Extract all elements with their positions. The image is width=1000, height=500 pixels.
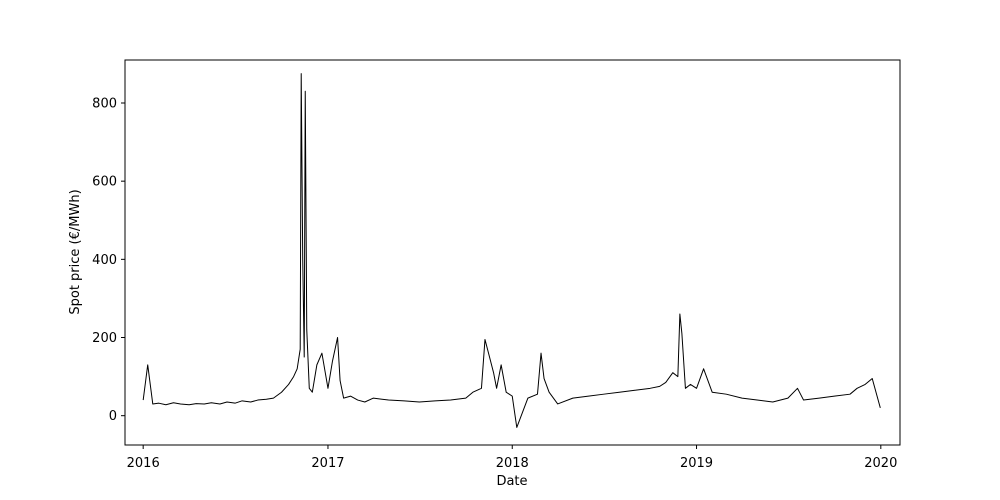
y-axis-ticks: 0 200 400 600 800 [92,96,125,424]
x-tick-label: 2020 [864,456,897,471]
x-axis-label: Date [496,474,527,489]
plot-frame [124,59,901,446]
x-tick-label: 2018 [496,456,529,471]
y-axis-label: Spot price (€/MWh) [68,189,83,314]
y-tick-label: 600 [92,175,117,190]
series-line-0 [142,73,881,428]
x-axis-ticks: 2016 2017 2018 2019 2020 [127,445,897,471]
y-tick-label: 800 [92,96,117,111]
x-tick-label: 2019 [680,456,713,471]
x-tick-label: 2016 [127,456,160,471]
y-tick-label: 200 [92,331,117,346]
y-tick-label: 0 [109,409,117,424]
y-tick-label: 400 [92,253,117,268]
x-tick-label: 2017 [311,456,344,471]
plot-area [142,73,881,428]
